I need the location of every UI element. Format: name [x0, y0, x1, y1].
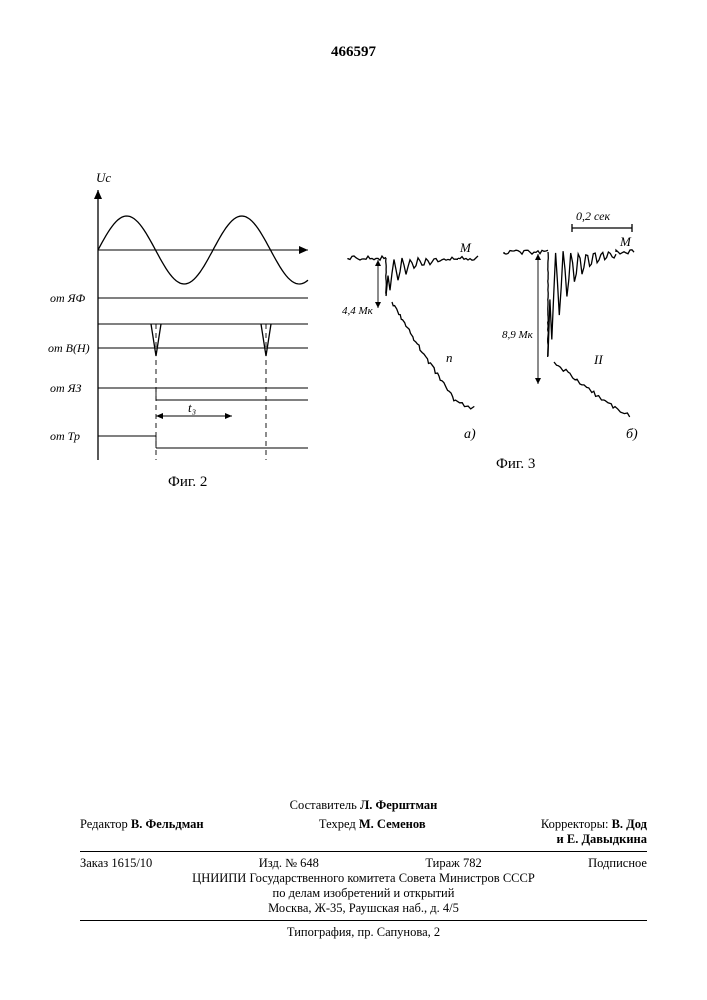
podpisnoe-cell: Подписное [588, 856, 647, 871]
tirazh-label: Тираж [425, 856, 459, 870]
credits-row: Редактор В. Фельдман Техред М. Семенов К… [80, 817, 647, 847]
svg-text:Фиг. 2: Фиг. 2 [168, 474, 207, 490]
composer-label: Составитель [290, 798, 357, 812]
divider-thin [80, 920, 647, 921]
svg-text:4,4 Mк: 4,4 Mк [342, 305, 374, 317]
correctors-label: Корректоры: [541, 817, 609, 831]
techred-cell: Техред М. Семенов [319, 817, 426, 847]
composer-name: Л. Ферштман [360, 798, 437, 812]
org-line-3: Москва, Ж-35, Раушская наб., д. 4/5 [80, 901, 647, 916]
svg-text:а): а) [464, 427, 476, 442]
svg-text:Uc: Uc [96, 170, 111, 185]
imprint-footer: Составитель Л. Ферштман Редактор В. Фель… [80, 798, 647, 940]
izd-value: 648 [300, 856, 319, 870]
editor-name: В. Фельдман [131, 817, 204, 831]
svg-text:n: n [446, 350, 453, 365]
composer-line: Составитель Л. Ферштман [80, 798, 647, 813]
svg-text:от Тр: от Тр [50, 429, 80, 443]
org-line-2: по делам изобретений и открытий [80, 886, 647, 901]
tirazh-value: 782 [463, 856, 482, 870]
page-number: 466597 [0, 44, 707, 61]
figures-area: Uc от ЯФ от В(Н) от ЯЗ от Тр t₃ Фиг. 2 0,2 сек… [48, 160, 658, 520]
svg-text:t₃: t₃ [188, 400, 196, 415]
izd-label: Изд. № [259, 856, 297, 870]
svg-text:8,9 Mк: 8,9 Mк [502, 329, 534, 341]
figure-3: 0,2 сек 4,4 Mк Mn а) 8,9 Mк M II б) Фиг. 3 [338, 188, 658, 498]
svg-text:II: II [593, 352, 603, 367]
svg-text:от ЯЗ: от ЯЗ [50, 381, 82, 395]
editor-label: Редактор [80, 817, 128, 831]
svg-text:M: M [459, 240, 472, 255]
figure-2: Uc от ЯФ от В(Н) от ЯЗ от Тр t₃ Фиг. 2 [48, 160, 318, 500]
svg-text:б): б) [626, 427, 638, 442]
order-row: Заказ 1615/10 Изд. № 648 Тираж 782 Подпи… [80, 856, 647, 871]
izd-cell: Изд. № 648 [259, 856, 319, 871]
techred-name: М. Семенов [359, 817, 426, 831]
svg-text:от ЯФ: от ЯФ [50, 291, 86, 305]
tirazh-cell: Тираж 782 [425, 856, 481, 871]
correctors-cell: Корректоры: В. Дод и Е. Давыдкина [541, 817, 647, 847]
svg-text:Фиг. 3: Фиг. 3 [496, 456, 535, 472]
svg-text:от В(Н): от В(Н) [48, 341, 90, 355]
techred-label: Техред [319, 817, 356, 831]
typography-line: Типография, пр. Сапунова, 2 [80, 925, 647, 940]
order-cell: Заказ 1615/10 [80, 856, 152, 871]
org-line-1: ЦНИИПИ Государственного комитета Совета … [80, 871, 647, 886]
svg-text:0,2 сек: 0,2 сек [576, 209, 610, 223]
editor-cell: Редактор В. Фельдман [80, 817, 204, 847]
divider [80, 851, 647, 852]
svg-text:M: M [619, 234, 632, 249]
order-value: 1615/10 [111, 856, 152, 870]
order-label: Заказ [80, 856, 108, 870]
